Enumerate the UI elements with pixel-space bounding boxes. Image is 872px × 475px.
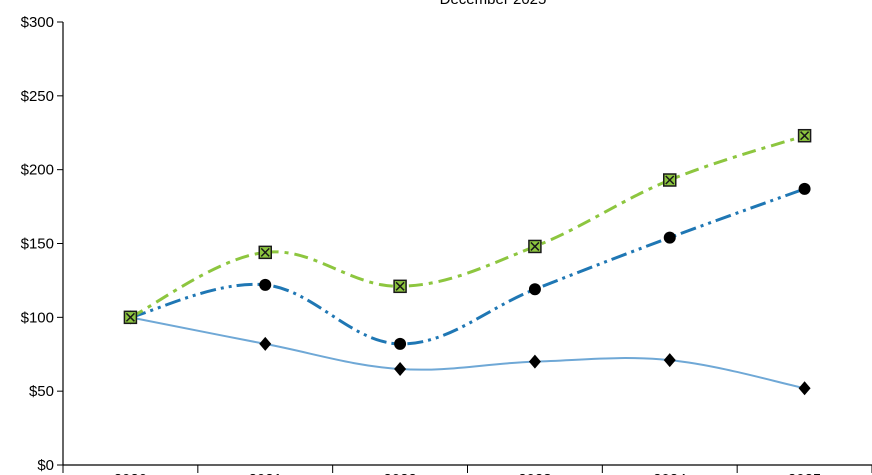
- marker-cross: [665, 175, 675, 185]
- x-tick-label: 2024: [653, 471, 686, 475]
- series-layer: [123, 128, 812, 396]
- x-tick-label: 2025: [788, 471, 821, 475]
- marker-cross: [125, 312, 135, 322]
- series-line: [130, 316, 805, 390]
- marker-cross: [260, 247, 270, 257]
- data-point-circle: [798, 182, 811, 195]
- series-line: [130, 187, 806, 346]
- x-tick-label: 2021: [249, 471, 282, 475]
- marker-cross: [530, 241, 540, 251]
- data-point-circle: [663, 231, 676, 244]
- y-tick-label: $50: [29, 383, 54, 400]
- y-tick-label: $0: [37, 457, 54, 474]
- data-point-circle: [259, 278, 272, 291]
- series-1: [124, 310, 811, 396]
- y-tick-label: $200: [21, 162, 54, 179]
- marker-cross: [800, 131, 810, 141]
- data-point-square-x: [797, 128, 812, 143]
- y-tick-label: $250: [21, 88, 54, 105]
- y-tick-label: $100: [21, 309, 54, 326]
- data-point-square-x: [123, 310, 138, 325]
- chart-title: December 2025: [440, 0, 547, 8]
- x-tick-label: 2022: [383, 471, 416, 475]
- data-point-square-x: [393, 279, 407, 294]
- axes: $0 $50 $100 $150 $200 $250 $300 2020 2021 2022 202…: [21, 14, 872, 475]
- y-tick-label: $150: [21, 236, 54, 253]
- data-point-circle: [528, 283, 541, 296]
- data-point-diamond: [528, 354, 541, 369]
- data-point-square-x: [528, 239, 542, 254]
- data-point-diamond: [663, 353, 676, 368]
- data-point-diamond: [394, 362, 407, 377]
- data-point-diamond: [259, 336, 272, 351]
- x-tick-label: 2020: [114, 471, 147, 475]
- series-3: [123, 128, 812, 325]
- x-tick-label: 2023: [518, 471, 551, 475]
- data-point-square-x: [663, 173, 677, 187]
- series-line: [129, 134, 806, 319]
- data-point-circle: [394, 337, 407, 350]
- series-2: [124, 182, 811, 350]
- data-point-diamond: [798, 381, 811, 396]
- marker-cross: [395, 281, 405, 291]
- y-tick-label: $300: [21, 14, 54, 31]
- data-point-square-x: [258, 245, 272, 260]
